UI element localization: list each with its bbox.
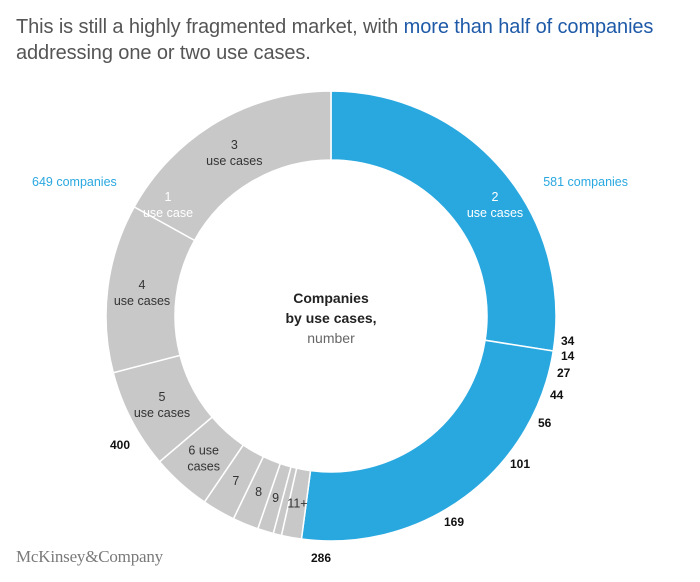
segment-num-label: 7 (232, 474, 239, 488)
segment-value-label: 34 (561, 334, 575, 348)
segment-unit-label: use cases (134, 406, 190, 420)
segment-num-label: 5 (159, 390, 166, 404)
segment-value-label: 14 (561, 349, 575, 363)
segment-num-label: 6 use (188, 444, 219, 458)
segment-unit-label: cases (187, 460, 220, 474)
segment-unit-label: use cases (114, 294, 170, 308)
segment-value-label: 286 (311, 551, 331, 565)
outer-labels-layer: 649 companies 581 companies34142744561011… (32, 175, 628, 565)
segment-value-label: 56 (538, 416, 552, 430)
donut-segment (133, 90, 332, 242)
center-label-line3: number (307, 330, 355, 346)
segment-value-label: 44 (550, 388, 564, 402)
headline-tail: addressing one or two use cases. (16, 42, 311, 64)
headline: This is still a highly fragmented market… (16, 14, 676, 66)
inner-labels-layer: 1 use case 2 use cases 11+ 98 7 6 use cases 5 use … (114, 138, 523, 511)
segment-value-label: 581 companies (543, 175, 628, 189)
segment-num-label: 8 (255, 485, 262, 499)
segment-value-label: 649 companies (32, 175, 117, 189)
segment-num-label: 9 (272, 491, 279, 505)
segment-num-label: 1 (165, 190, 172, 204)
segment-num-label: 11+ (287, 497, 307, 511)
segment-unit-label: use case (143, 206, 193, 220)
segment-unit-label: use cases (206, 154, 262, 168)
headline-lead: This is still a highly fragmented market… (16, 16, 404, 38)
headline-highlight: more than half of companies (403, 16, 654, 38)
donut-segment (300, 339, 555, 542)
segment-value-label: 400 (110, 438, 130, 452)
segment-value-label: 101 (510, 457, 530, 471)
segments-layer (105, 90, 557, 542)
center-label: Companies by use cases, number (285, 290, 376, 346)
segment-unit-label: use cases (467, 206, 523, 220)
donut-segment (330, 90, 557, 352)
segment-num-label: 3 (231, 138, 238, 152)
segment-value-label: 169 (444, 515, 464, 529)
segment-value-label: 27 (557, 366, 571, 380)
center-label-line2: by use cases, (285, 310, 376, 326)
brand-logo: McKinsey&Company (16, 547, 163, 566)
center-label-line1: Companies (293, 290, 369, 306)
segment-num-label: 4 (139, 278, 146, 292)
segment-num-label: 2 (492, 190, 499, 204)
